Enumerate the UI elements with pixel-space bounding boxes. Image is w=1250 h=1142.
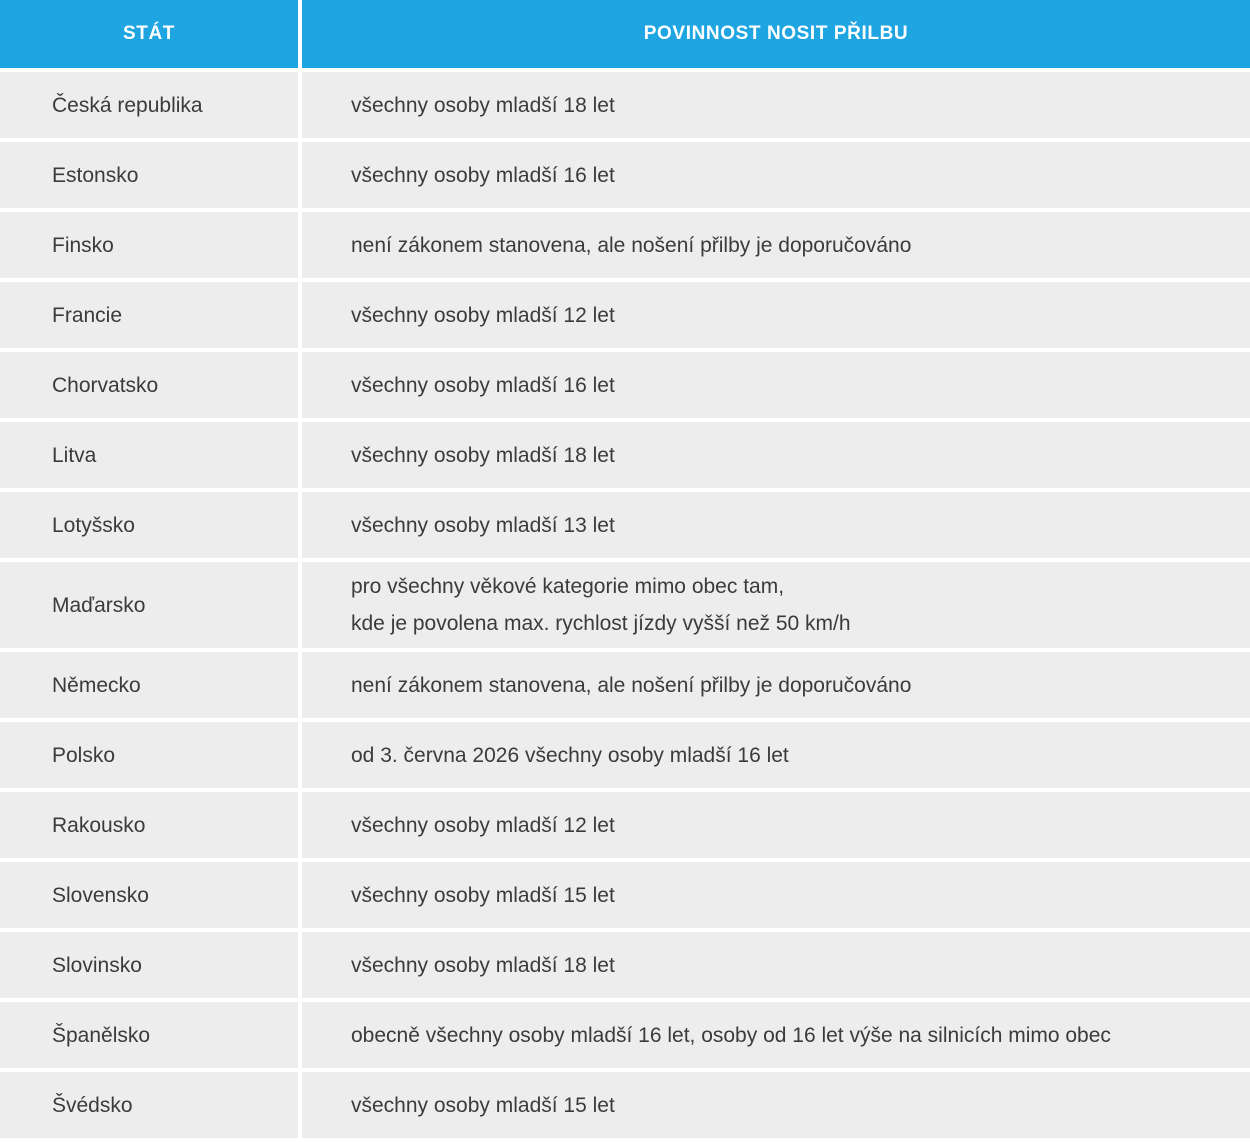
rule-cell: všechny osoby mladší 18 let: [302, 422, 1250, 488]
table-row: Švédsko všechny osoby mladší 15 let: [0, 1072, 1250, 1138]
column-header-stat-label: STÁT: [122, 23, 175, 44]
country-cell: Finsko: [0, 212, 298, 278]
rule-cell: všechny osoby mladší 12 let: [302, 282, 1250, 348]
country-cell: Maďarsko: [0, 562, 298, 648]
rule-label: není zákonem stanovena, ale nošení přilb…: [351, 673, 912, 697]
table-row: Finsko není zákonem stanovena, ale nošen…: [0, 212, 1250, 278]
country-cell: Lotyšsko: [0, 492, 298, 558]
country-label: Litva: [52, 443, 97, 467]
country-label: Lotyšsko: [52, 513, 135, 537]
rule-label: všechny osoby mladší 18 let: [351, 443, 615, 467]
rule-cell: obecně všechny osoby mladší 16 let, osob…: [302, 1002, 1250, 1068]
column-header-povinnost-label: POVINNOST NOSIT PŘILBU: [643, 23, 909, 44]
table-row: Německo není zákonem stanovena, ale noše…: [0, 652, 1250, 718]
rule-label: všechny osoby mladší 18 let: [351, 93, 615, 117]
rule-cell: všechny osoby mladší 15 let: [302, 1072, 1250, 1138]
country-label: Španělsko: [52, 1023, 151, 1047]
rule-cell: všechny osoby mladší 18 let: [302, 932, 1250, 998]
table-row: Španělsko obecně všechny osoby mladší 16…: [0, 1002, 1250, 1068]
rule-cell: všechny osoby mladší 13 let: [302, 492, 1250, 558]
country-label: Maďarsko: [52, 593, 146, 617]
country-cell: Česká republika: [0, 72, 298, 138]
country-label: Finsko: [52, 233, 114, 257]
country-label: Polsko: [52, 743, 116, 767]
table-row: Česká republika všechny osoby mladší 18 …: [0, 72, 1250, 138]
country-cell: Litva: [0, 422, 298, 488]
country-label: Slovinsko: [52, 953, 142, 977]
country-cell: Slovensko: [0, 862, 298, 928]
rule-cell: od 3. června 2026 všechny osoby mladší 1…: [302, 722, 1250, 788]
rule-label: není zákonem stanovena, ale nošení přilb…: [351, 233, 912, 257]
table-row: Lotyšsko všechny osoby mladší 13 let: [0, 492, 1250, 558]
country-cell: Španělsko: [0, 1002, 298, 1068]
rule-cell: není zákonem stanovena, ale nošení přilb…: [302, 652, 1250, 718]
table-row: Slovensko všechny osoby mladší 15 let: [0, 862, 1250, 928]
rule-cell: není zákonem stanovena, ale nošení přilb…: [302, 212, 1250, 278]
rule-label: všechny osoby mladší 16 let: [351, 163, 615, 187]
country-cell: Polsko: [0, 722, 298, 788]
column-header-povinnost: POVINNOST NOSIT PŘILBU: [302, 0, 1250, 68]
table-row: Maďarsko pro všechny věkové kategorie mi…: [0, 562, 1250, 648]
table-header-row: STÁT POVINNOST NOSIT PŘILBU: [0, 0, 1250, 68]
rule-cell: všechny osoby mladší 15 let: [302, 862, 1250, 928]
rule-label: všechny osoby mladší 15 let: [351, 1093, 615, 1117]
table-row: Chorvatsko všechny osoby mladší 16 let: [0, 352, 1250, 418]
country-label: Rakousko: [52, 813, 146, 837]
country-cell: Švédsko: [0, 1072, 298, 1138]
country-cell: Chorvatsko: [0, 352, 298, 418]
table-row: Litva všechny osoby mladší 18 let: [0, 422, 1250, 488]
country-cell: Německo: [0, 652, 298, 718]
rule-cell: všechny osoby mladší 16 let: [302, 352, 1250, 418]
rule-label: všechny osoby mladší 13 let: [351, 513, 615, 537]
rule-label: všechny osoby mladší 15 let: [351, 883, 615, 907]
table-row: Estonsko všechny osoby mladší 16 let: [0, 142, 1250, 208]
country-label: Švédsko: [52, 1093, 133, 1117]
country-label: Slovensko: [52, 883, 149, 907]
rule-label: pro všechny věkové kategorie mimo obec t…: [351, 575, 851, 635]
rule-label: od 3. června 2026 všechny osoby mladší 1…: [351, 743, 789, 767]
rule-cell: všechny osoby mladší 16 let: [302, 142, 1250, 208]
rule-label: obecně všechny osoby mladší 16 let, osob…: [351, 1023, 1111, 1047]
table-row: Slovinsko všechny osoby mladší 18 let: [0, 932, 1250, 998]
table-row: Polsko od 3. června 2026 všechny osoby m…: [0, 722, 1250, 788]
column-header-stat: STÁT: [0, 0, 298, 68]
table-row: Rakousko všechny osoby mladší 12 let: [0, 792, 1250, 858]
rule-cell: všechny osoby mladší 18 let: [302, 72, 1250, 138]
rule-label: všechny osoby mladší 16 let: [351, 373, 615, 397]
country-cell: Rakousko: [0, 792, 298, 858]
country-label: Estonsko: [52, 163, 139, 187]
country-label: Česká republika: [52, 93, 203, 117]
country-cell: Estonsko: [0, 142, 298, 208]
rule-cell: všechny osoby mladší 12 let: [302, 792, 1250, 858]
rule-label: všechny osoby mladší 12 let: [351, 303, 615, 327]
rule-cell: pro všechny věkové kategorie mimo obec t…: [302, 562, 1250, 648]
rule-label: všechny osoby mladší 18 let: [351, 953, 615, 977]
rule-label: všechny osoby mladší 12 let: [351, 813, 615, 837]
country-cell: Slovinsko: [0, 932, 298, 998]
country-label: Chorvatsko: [52, 373, 159, 397]
country-cell: Francie: [0, 282, 298, 348]
country-label: Německo: [52, 673, 141, 697]
country-label: Francie: [52, 303, 123, 327]
table-row: Francie všechny osoby mladší 12 let: [0, 282, 1250, 348]
